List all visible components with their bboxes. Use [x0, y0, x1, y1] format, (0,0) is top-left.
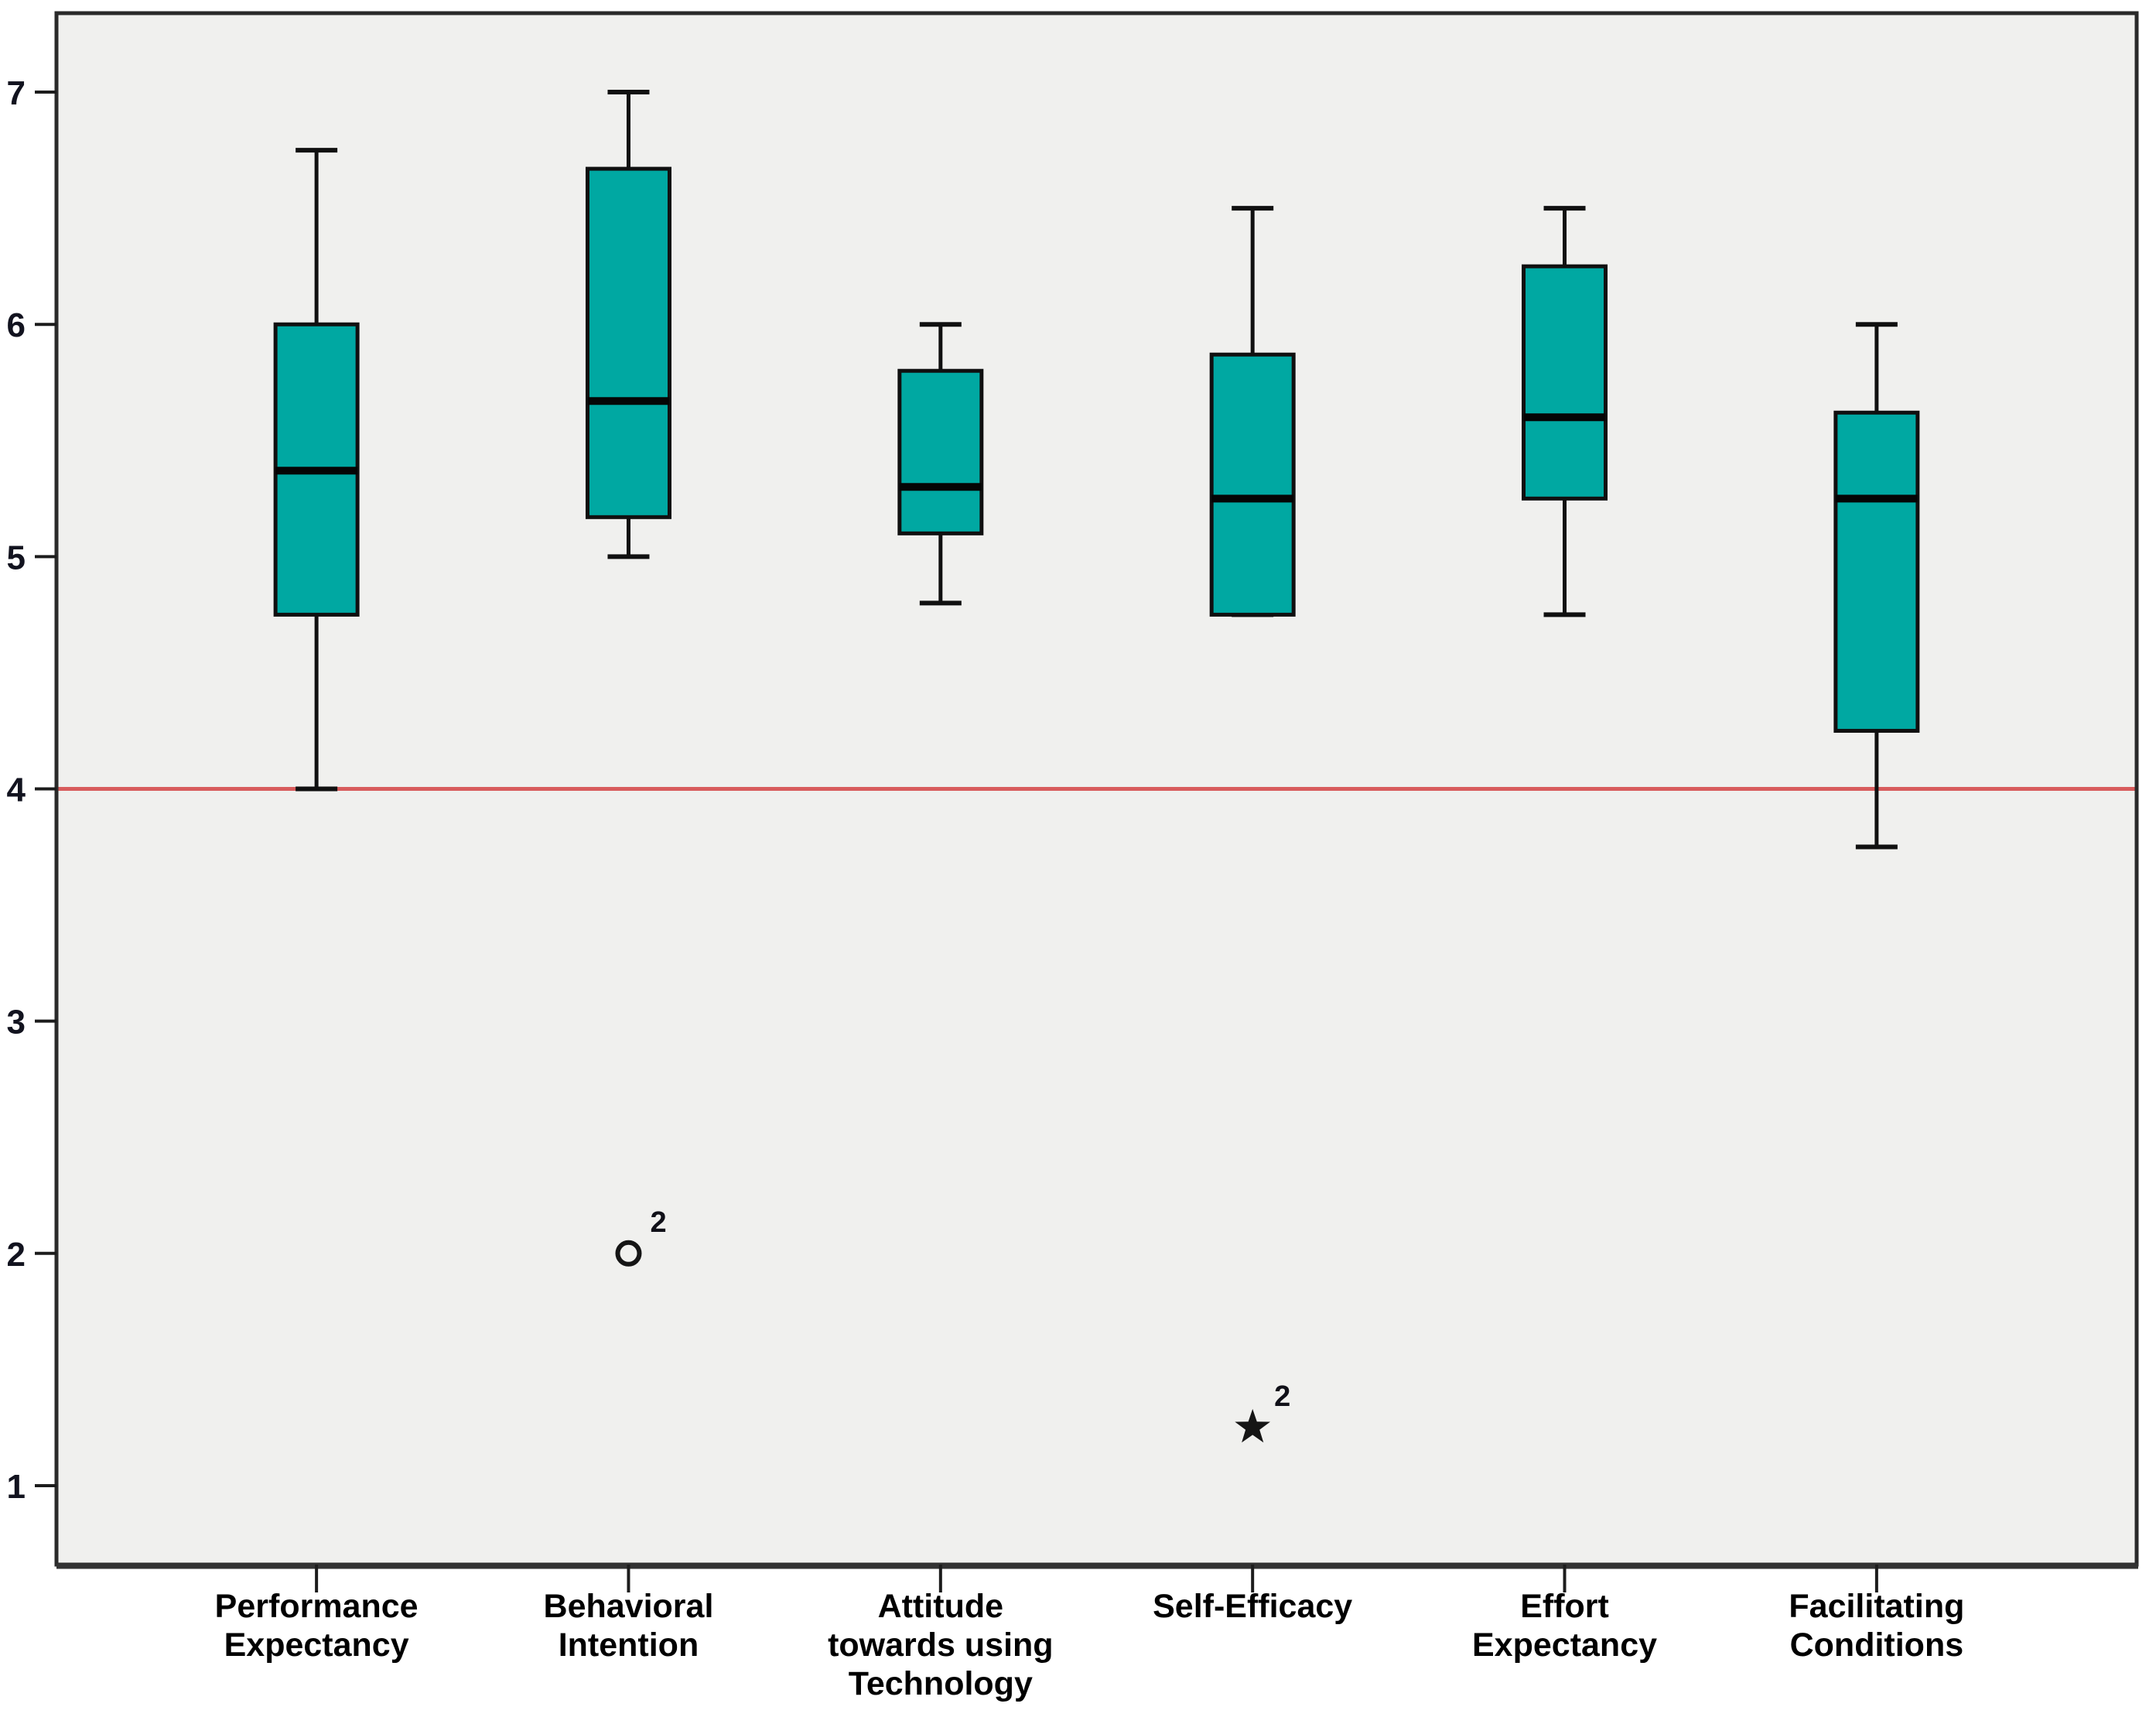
- outlier-label: 2: [650, 1206, 666, 1239]
- boxplot-effort-expectancy: [1522, 206, 1608, 617]
- y-axis-tick-label: 2: [7, 1236, 26, 1274]
- category-label-facilitating-conditions: Facilitating: [1789, 1588, 1964, 1625]
- category-label-performance-expectancy: Expectancy: [224, 1627, 409, 1664]
- category-label-self-efficacy: Self-Efficacy: [1153, 1588, 1352, 1625]
- y-axis-tick-label: 1: [7, 1468, 26, 1506]
- outlier-marker-circle: [615, 1240, 642, 1267]
- category-label-performance-expectancy: Performance: [215, 1588, 419, 1625]
- category-label-attitude-towards-using-technology: Technology: [849, 1665, 1033, 1702]
- box-iqr: [1209, 352, 1296, 617]
- y-axis-tick-label: 3: [7, 1004, 26, 1042]
- boxplot-attitude-towards-using-technology: [897, 322, 984, 606]
- category-label-effort-expectancy: Expectancy: [1472, 1627, 1657, 1664]
- outlier-label: 2: [1274, 1380, 1290, 1413]
- boxplot-facilitating-conditions: [1833, 322, 1920, 850]
- y-axis-tick-label: 6: [7, 306, 26, 344]
- box-iqr: [585, 166, 671, 519]
- boxplot-self-efficacy: 2: [1209, 206, 1296, 1443]
- box-iqr: [897, 368, 984, 535]
- box-iqr: [1522, 264, 1608, 501]
- category-label-behavioral-intention: Behavioral: [544, 1588, 714, 1625]
- boxplot-behavioral-intention: 2: [585, 90, 671, 1267]
- category-label-attitude-towards-using-technology: Attitude: [878, 1588, 1003, 1625]
- outlier-marker-star: [1235, 1408, 1270, 1443]
- category-label-facilitating-conditions: Conditions: [1790, 1627, 1964, 1664]
- category-label-behavioral-intention: Intention: [559, 1627, 699, 1664]
- category-label-effort-expectancy: Effort: [1520, 1588, 1609, 1625]
- y-axis-tick-label: 4: [7, 771, 26, 809]
- box-iqr: [1833, 410, 1920, 733]
- category-label-attitude-towards-using-technology: towards using: [828, 1627, 1053, 1664]
- y-axis-tick-label: 5: [7, 539, 26, 576]
- y-axis-tick-label: 7: [7, 74, 26, 112]
- boxplot-performance-expectancy: [273, 148, 360, 792]
